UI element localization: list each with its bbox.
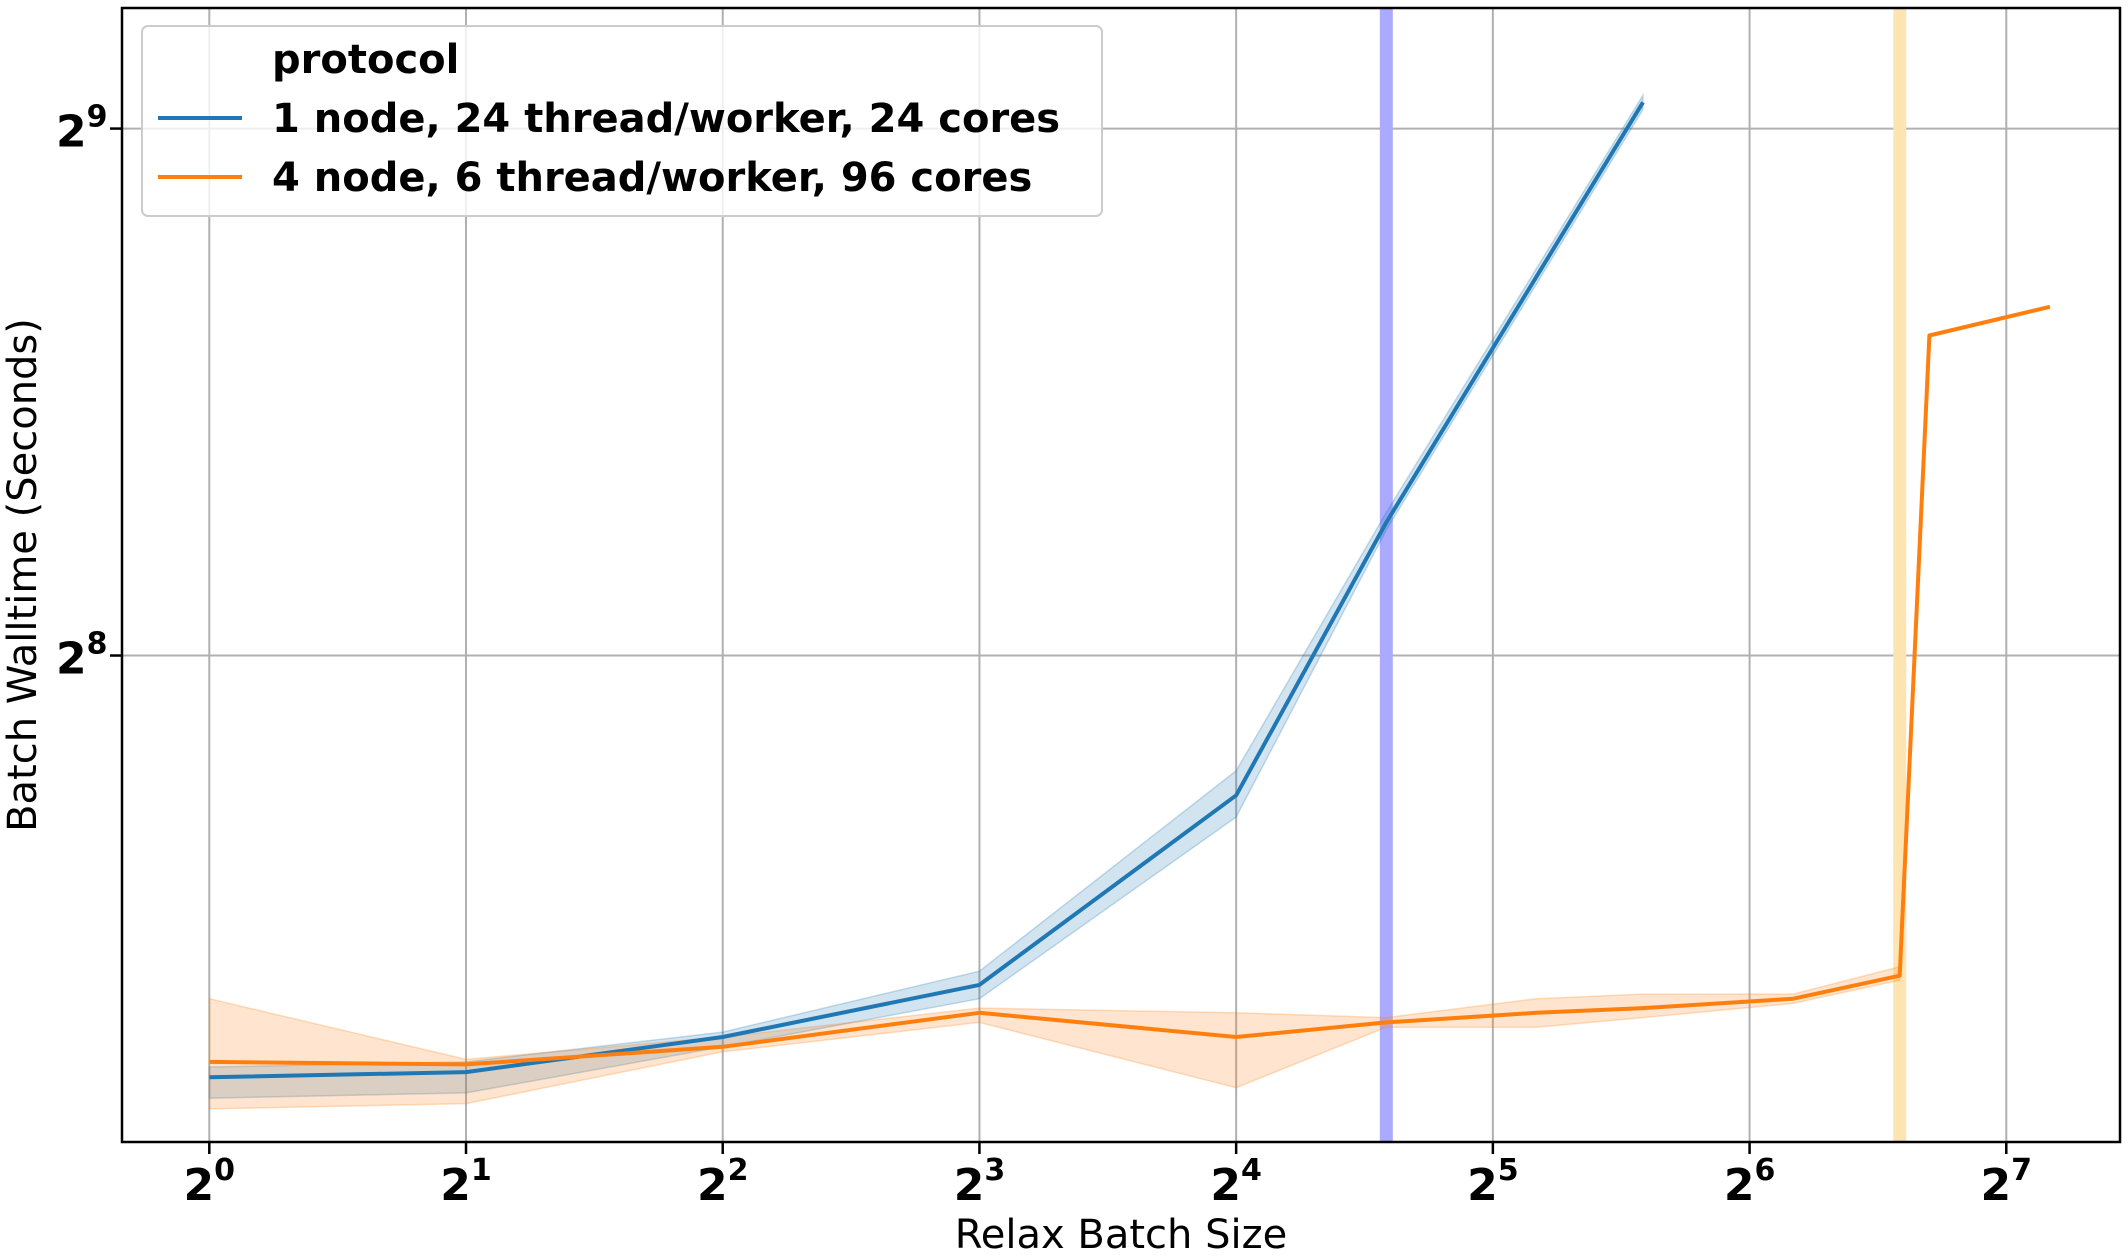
- confidence-bands: [208, 92, 2051, 1110]
- y-tick-label: 28: [56, 627, 108, 685]
- x-tick-label: 23: [954, 1153, 1006, 1211]
- x-tick-label: 24: [1210, 1153, 1262, 1211]
- x-axis-ticks: 20 21 22 23 24 25 26 27: [184, 1142, 2032, 1211]
- legend-box: [141, 25, 1103, 217]
- x-tick-label: 21: [440, 1153, 492, 1211]
- series-line-1: [209, 304, 2051, 1067]
- legend-entry-1-node: 1 node, 24 thread/worker, 24 cores: [272, 96, 1060, 142]
- x-tick-label: 20: [184, 1153, 236, 1211]
- plot-frame: [120, 6, 2122, 1144]
- x-axis-label: Relax Batch Size: [955, 1212, 1287, 1256]
- y-axis-label: Batch Walltime (Seconds): [0, 318, 46, 832]
- reference-lines: [1379, 8, 1907, 1142]
- legend-entry-4-node: 4 node, 6 thread/worker, 96 cores: [272, 155, 1032, 201]
- series-line-0: [209, 101, 1645, 1080]
- confidence-band-1: [208, 306, 2051, 1110]
- x-tick-label: 26: [1724, 1153, 1776, 1211]
- x-tick-label: 27: [1981, 1153, 2033, 1211]
- x-tick-label: 22: [697, 1153, 749, 1211]
- x-tick-label: 25: [1467, 1153, 1519, 1211]
- y-tick-label: 29: [56, 100, 108, 158]
- confidence-band-0: [208, 92, 1644, 1099]
- series-lines: [209, 101, 2051, 1080]
- legend: protocol 1 node, 24 thread/worker, 24 co…: [141, 25, 1103, 217]
- y-axis-ticks: 28 29: [56, 100, 122, 685]
- legend-title: protocol: [272, 37, 459, 83]
